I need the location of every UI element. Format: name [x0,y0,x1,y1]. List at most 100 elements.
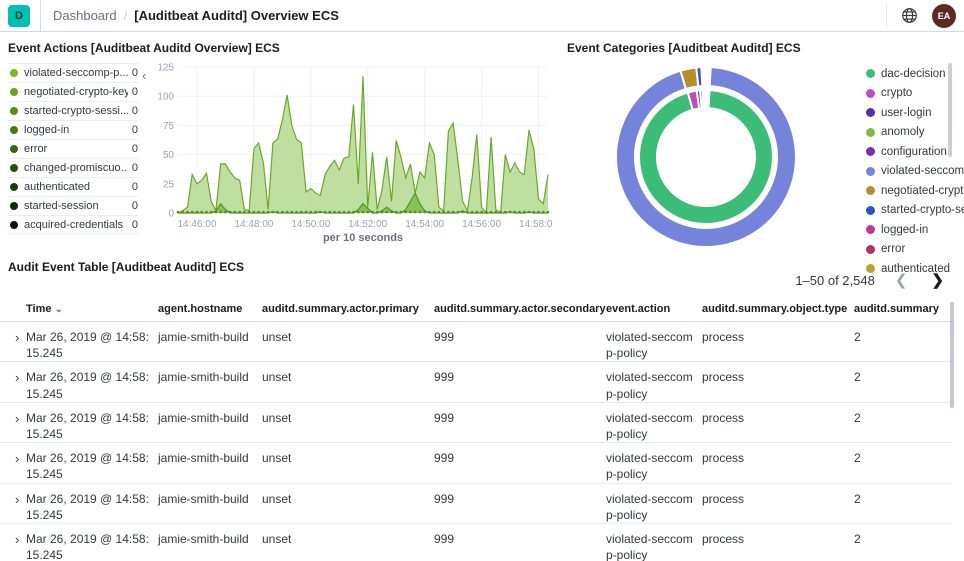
cell-actor_secondary: 999 [434,483,606,524]
svg-text:14:52:00: 14:52:00 [348,219,387,230]
table-row[interactable]: › Mar 26, 2019 @ 14:58:15.245 jamie-smith-… [0,442,952,484]
row-expand-chevron-icon[interactable]: › [0,402,26,444]
table-row[interactable]: › Mar 26, 2019 @ 14:58:15.245 jamie-smith-… [0,321,952,363]
cell-actor_secondary: 999 [434,442,606,484]
legend-item[interactable]: anomoly [866,123,950,143]
row-expand-chevron-icon[interactable]: › [0,442,26,484]
legend-value: 0 [131,124,138,136]
cell-action: violated-seccomp-policy [606,442,702,484]
legend-item[interactable]: authenticated 0 [8,177,138,196]
table-scrollbar[interactable] [950,302,954,408]
legend-label: configuration [881,145,947,158]
svg-text:100: 100 [157,92,174,103]
legend-item[interactable]: violated-seccomp-p... 0 [8,63,138,82]
legend-label: started-crypto-sessi... [24,105,128,117]
pagination-next-button[interactable]: ❯ [927,271,948,290]
event-actions-area-chart[interactable]: 0 25 50 75 100 125 14:46:00 14:48:00 14:50:00 14:… [152,59,558,245]
legend-scrollbar[interactable] [948,63,952,157]
cell-object_type: process [702,483,854,524]
svg-text:14:56:00: 14:56:00 [462,219,501,230]
legend-label: started-crypto-se... [881,204,964,217]
legend-color-dot [866,108,875,118]
cell-action: violated-seccomp-policy [606,402,702,444]
column-header-action[interactable]: event.action [606,299,702,322]
app-logo[interactable]: D [8,4,30,27]
event-categories-legend: dac-decision crypto user-login anomoly confi… [866,64,964,279]
row-expand-chevron-icon[interactable]: › [0,523,26,561]
svg-text:14:58:00: 14:58:00 [519,219,552,230]
divider [886,3,887,28]
legend-item[interactable]: started-crypto-sessi... 0 [8,101,138,120]
table-row[interactable]: › Mar 26, 2019 @ 14:58:15.245 jamie-smith-… [0,483,952,524]
breadcrumb-dashboard[interactable]: Dashboard [53,8,117,23]
legend-label: logged-in [881,223,929,236]
legend-item[interactable]: violated-seccomp... [866,162,964,182]
legend-item[interactable]: authenticated [866,259,950,279]
svg-text:14:48:00: 14:48:00 [234,219,273,230]
audit-event-table-panel: Audit Event Table [Auditbeat Auditd] ECS… [0,253,964,561]
legend-label: crypto [881,87,913,100]
legend-item[interactable]: dac-decision [866,64,950,84]
column-header-time[interactable]: Time ⌄ [26,299,158,322]
legend-item[interactable]: error 0 [8,139,138,158]
legend-color-dot [10,202,18,210]
avatar[interactable]: EA [932,3,956,28]
legend-item[interactable]: changed-promiscuo... 0 [8,158,138,177]
cell-action: violated-seccomp-policy [606,361,702,403]
donut-slice[interactable] [695,66,704,88]
cell-object_type: process [702,402,854,444]
legend-color-dot [10,220,18,229]
table-row[interactable]: › Mar 26, 2019 @ 14:58:15.245 jamie-smith-… [0,402,952,444]
legend-item[interactable]: logged-in 0 [8,120,138,139]
legend-item[interactable]: logged-in [866,220,950,240]
legend-label: authenticated [24,181,91,193]
column-header-object_type[interactable]: auditd.summary.object.type [702,299,854,322]
event-categories-donut-chart[interactable] [610,61,802,253]
cell-object_type: process [702,361,854,403]
column-header-actor_secondary[interactable]: auditd.summary.actor.secondary [434,299,606,322]
legend-collapse-chevron-icon[interactable]: ‹ [142,68,147,83]
column-header-summary[interactable]: auditd.summary [854,299,952,322]
cell-actor_primary: unset [262,321,434,363]
legend-value: 0 [131,105,138,117]
cell-summary: 2 [854,523,952,561]
donut-slice[interactable] [638,89,774,225]
globe-icon[interactable] [901,7,918,24]
table-row[interactable]: › Mar 26, 2019 @ 14:58:15.245 jamie-smith-… [0,523,952,561]
divider [40,0,41,32]
cell-actor_primary: unset [262,483,434,524]
table-row[interactable]: › Mar 26, 2019 @ 14:58:15.245 jamie-smith-… [0,361,952,403]
legend-item[interactable]: negotiated-crypto-key 0 [8,82,138,101]
legend-item[interactable]: error [866,240,950,260]
legend-item[interactable]: crypto [866,84,950,104]
cell-actor_primary: unset [262,402,434,444]
donut-slice[interactable] [615,66,797,248]
row-expand-chevron-icon[interactable]: › [0,361,26,403]
svg-text:14:50:00: 14:50:00 [291,219,330,230]
legend-item[interactable]: started-crypto-se... [866,201,964,221]
row-expand-chevron-icon[interactable]: › [0,321,26,363]
legend-item[interactable]: user-login [866,103,950,123]
cell-hostname: jamie-smith-build [158,321,262,363]
svg-text:14:54:00: 14:54:00 [405,219,444,230]
legend-item[interactable]: started-session 0 [8,196,138,215]
legend-item[interactable]: configuration [866,142,950,162]
column-header-actor_primary[interactable]: auditd.summary.actor.primary [262,299,434,322]
cell-action: violated-seccomp-policy [606,523,702,561]
cell-actor_primary: unset [262,442,434,484]
legend-label: error [24,143,48,155]
legend-value: 0 [131,162,138,174]
cell-summary: 2 [854,321,952,363]
legend-item[interactable]: acquired-credentials 0 [8,215,138,234]
column-header-hostname[interactable]: agent.hostname [158,299,262,322]
svg-text:125: 125 [157,63,174,74]
legend-color-dot [866,186,875,196]
donut-slice[interactable] [698,89,705,110]
row-expand-chevron-icon[interactable]: › [0,483,26,524]
event-categories-panel: Event Categories [Auditbeat Auditd] ECS … [560,33,964,275]
legend-item[interactable]: negotiated-crypto... [866,181,964,201]
pagination-prev-button[interactable]: ❮ [891,271,912,290]
legend-color-dot [10,69,18,77]
legend-color-dot [10,164,18,172]
cell-time: Mar 26, 2019 @ 14:58:15.245 [26,442,158,484]
